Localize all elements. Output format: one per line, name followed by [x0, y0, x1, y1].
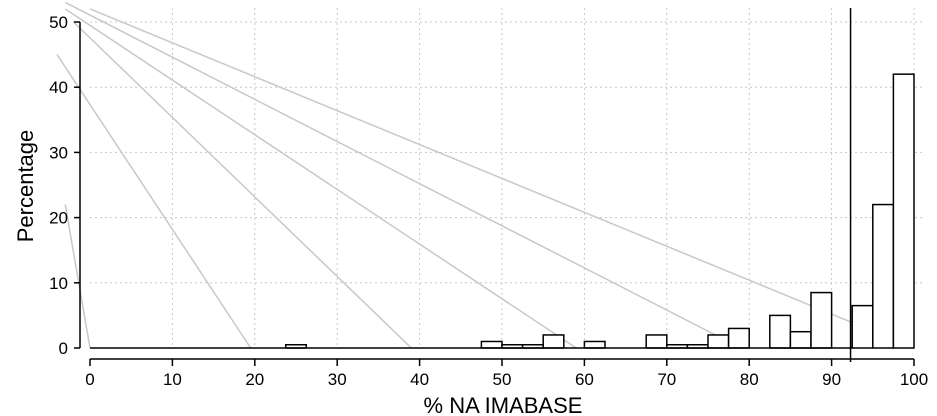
y-tick-label: 0	[59, 339, 68, 358]
histogram-bar	[707, 334, 730, 349]
y-tick-label: 10	[49, 274, 68, 293]
x-tick-label: 100	[900, 370, 928, 389]
x-tick-label: 50	[493, 370, 512, 389]
histogram-bar	[872, 203, 895, 349]
x-tick-label: 30	[328, 370, 347, 389]
histogram-bar	[851, 304, 874, 349]
diagonal-line	[64, 204, 91, 349]
histogram-bar	[789, 330, 812, 349]
histogram-bar	[810, 291, 833, 349]
y-tick-label: 40	[49, 78, 68, 97]
axes	[74, 21, 915, 366]
y-tick-label: 20	[49, 209, 68, 228]
histogram-bar	[542, 334, 565, 349]
diagonal-line	[56, 54, 252, 349]
diagonal-line	[64, 1, 742, 349]
diagonal-line	[64, 8, 577, 349]
histogram-bar	[480, 340, 503, 349]
diagonal-line	[89, 8, 915, 349]
grid-lines	[90, 8, 922, 348]
histogram-bar	[892, 73, 915, 349]
x-tick-label: 20	[245, 370, 264, 389]
histogram-bar	[727, 327, 750, 349]
x-tick-label: 90	[822, 370, 841, 389]
tick-labels: 0 10 20 30 40 50 0 10 20 30 40 50 60 70 80 90 100	[49, 13, 928, 389]
x-tick-label: 60	[575, 370, 594, 389]
x-tick-label: 70	[657, 370, 676, 389]
reference-lines	[90, 8, 853, 362]
diagonal-lines	[56, 1, 915, 349]
bars	[284, 73, 915, 349]
y-tick-label: 50	[49, 13, 68, 32]
x-tick-label: 40	[410, 370, 429, 389]
y-axis-title: Percentage	[13, 130, 38, 243]
y-tick-label: 30	[49, 143, 68, 162]
diagonal-line	[72, 21, 412, 349]
histogram-bar	[645, 334, 668, 349]
x-axis-title: % NA IMABASE	[424, 393, 583, 416]
x-tick-label: 80	[740, 370, 759, 389]
histogram-bar	[583, 340, 606, 349]
histogram-bar	[769, 314, 792, 349]
x-tick-label: 0	[85, 370, 94, 389]
x-tick-label: 10	[163, 370, 182, 389]
